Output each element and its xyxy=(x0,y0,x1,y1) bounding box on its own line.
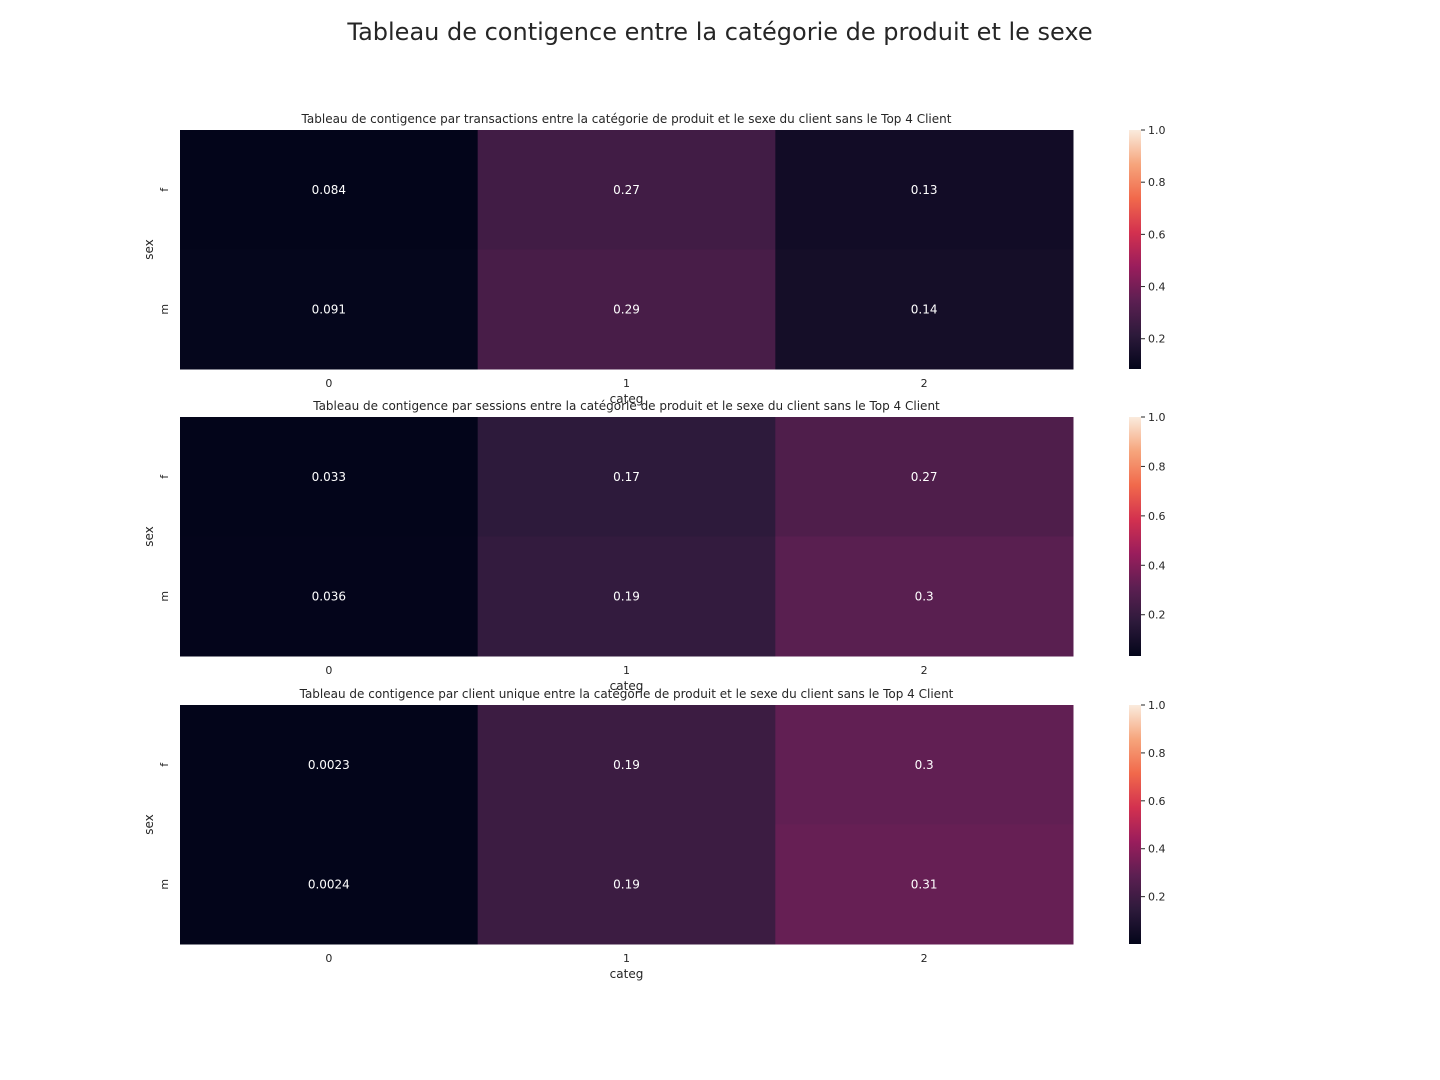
heatmap-cell xyxy=(180,130,479,250)
colorbar-tick-label: 0.2 xyxy=(1148,609,1166,622)
cell-value-label: 0.0023 xyxy=(308,758,350,772)
heatmap-cell xyxy=(180,417,479,537)
x-tick-label: 0 xyxy=(325,952,332,965)
x-axis-label: categ xyxy=(610,967,644,981)
y-tick-label: f xyxy=(158,762,171,767)
x-tick-label: 0 xyxy=(325,664,332,677)
cell-value-label: 0.084 xyxy=(312,183,346,197)
cell-value-label: 0.091 xyxy=(312,302,346,316)
heatmap-cell xyxy=(180,705,479,825)
colorbar-tick-label: 1.0 xyxy=(1148,124,1166,137)
colorbar-tick-label: 0.2 xyxy=(1148,891,1166,904)
colorbar-tick-label: 0.4 xyxy=(1148,559,1166,572)
cell-value-label: 0.29 xyxy=(613,302,640,316)
x-axis-label: categ xyxy=(610,679,644,693)
colorbar-tick-label: 0.8 xyxy=(1148,460,1166,473)
heatmap-cell xyxy=(775,417,1074,537)
colorbar-tick-label: 1.0 xyxy=(1148,411,1166,424)
cell-value-label: 0.14 xyxy=(911,302,938,316)
colorbar-tick-label: 0.2 xyxy=(1148,333,1166,346)
colorbar-tick-label: 0.8 xyxy=(1148,176,1166,189)
x-tick-label: 1 xyxy=(623,664,630,677)
colorbar-tick-label: 0.4 xyxy=(1148,281,1166,294)
y-tick-label: m xyxy=(158,591,171,602)
x-axis-label: categ xyxy=(610,392,644,406)
heatmap-panel-2: Tableau de contigence par sessions entre… xyxy=(142,399,1166,693)
colorbar xyxy=(1129,130,1141,369)
cell-value-label: 0.19 xyxy=(613,758,640,772)
x-tick-label: 2 xyxy=(921,377,928,390)
y-tick-label: m xyxy=(158,304,171,315)
cell-value-label: 0.3 xyxy=(915,589,934,603)
cell-value-label: 0.27 xyxy=(613,183,640,197)
y-axis-label: sex xyxy=(142,526,156,547)
cell-value-label: 0.19 xyxy=(613,589,640,603)
heatmap-cell xyxy=(775,824,1074,945)
colorbar-tick-label: 0.8 xyxy=(1148,747,1166,760)
colorbar-tick-label: 0.4 xyxy=(1148,843,1166,856)
heatmap-cell xyxy=(180,536,479,657)
heatmap-panel-3: Tableau de contigence par client unique … xyxy=(142,687,1166,981)
panel-title: Tableau de contigence par transactions e… xyxy=(301,112,952,126)
x-tick-label: 1 xyxy=(623,952,630,965)
colorbar-tick-label: 0.6 xyxy=(1148,510,1166,523)
heatmap-cell xyxy=(477,130,776,250)
x-tick-label: 2 xyxy=(921,664,928,677)
y-axis-label: sex xyxy=(142,239,156,260)
colorbar xyxy=(1129,417,1141,656)
figure-title: Tableau de contigence entre la catégorie… xyxy=(347,18,1093,46)
cell-value-label: 0.3 xyxy=(915,758,934,772)
y-axis-label: sex xyxy=(142,814,156,835)
heatmap-cell xyxy=(180,824,479,945)
cell-value-label: 0.27 xyxy=(911,470,938,484)
panel-title: Tableau de contigence par client unique … xyxy=(299,687,954,701)
cell-value-label: 0.19 xyxy=(613,877,640,891)
heatmap-cell xyxy=(775,705,1074,825)
y-tick-label: f xyxy=(158,474,171,479)
heatmap-cell xyxy=(775,130,1074,250)
y-tick-label: f xyxy=(158,187,171,192)
x-tick-label: 1 xyxy=(623,377,630,390)
cell-value-label: 0.31 xyxy=(911,877,938,891)
colorbar-tick-label: 0.6 xyxy=(1148,795,1166,808)
colorbar xyxy=(1129,705,1141,944)
heatmap-cell xyxy=(775,249,1074,370)
cell-value-label: 0.033 xyxy=(312,470,346,484)
heatmap-cell xyxy=(180,249,479,370)
y-tick-label: m xyxy=(158,879,171,890)
panel-title: Tableau de contigence par sessions entre… xyxy=(312,399,940,413)
heatmap-cell xyxy=(775,536,1074,657)
cell-value-label: 0.13 xyxy=(911,183,938,197)
heatmap-panel-1: Tableau de contigence par transactions e… xyxy=(142,112,1166,406)
x-tick-label: 2 xyxy=(921,952,928,965)
heatmap-cell xyxy=(477,536,776,657)
heatmap-cell xyxy=(477,249,776,370)
heatmap-cell xyxy=(477,417,776,537)
cell-value-label: 0.0024 xyxy=(308,877,350,891)
colorbar-tick-label: 0.6 xyxy=(1148,228,1166,241)
x-tick-label: 0 xyxy=(325,377,332,390)
colorbar-tick-label: 1.0 xyxy=(1148,699,1166,712)
cell-value-label: 0.036 xyxy=(312,589,346,603)
heatmap-cell xyxy=(477,824,776,945)
cell-value-label: 0.17 xyxy=(613,470,640,484)
heatmap-cell xyxy=(477,705,776,825)
